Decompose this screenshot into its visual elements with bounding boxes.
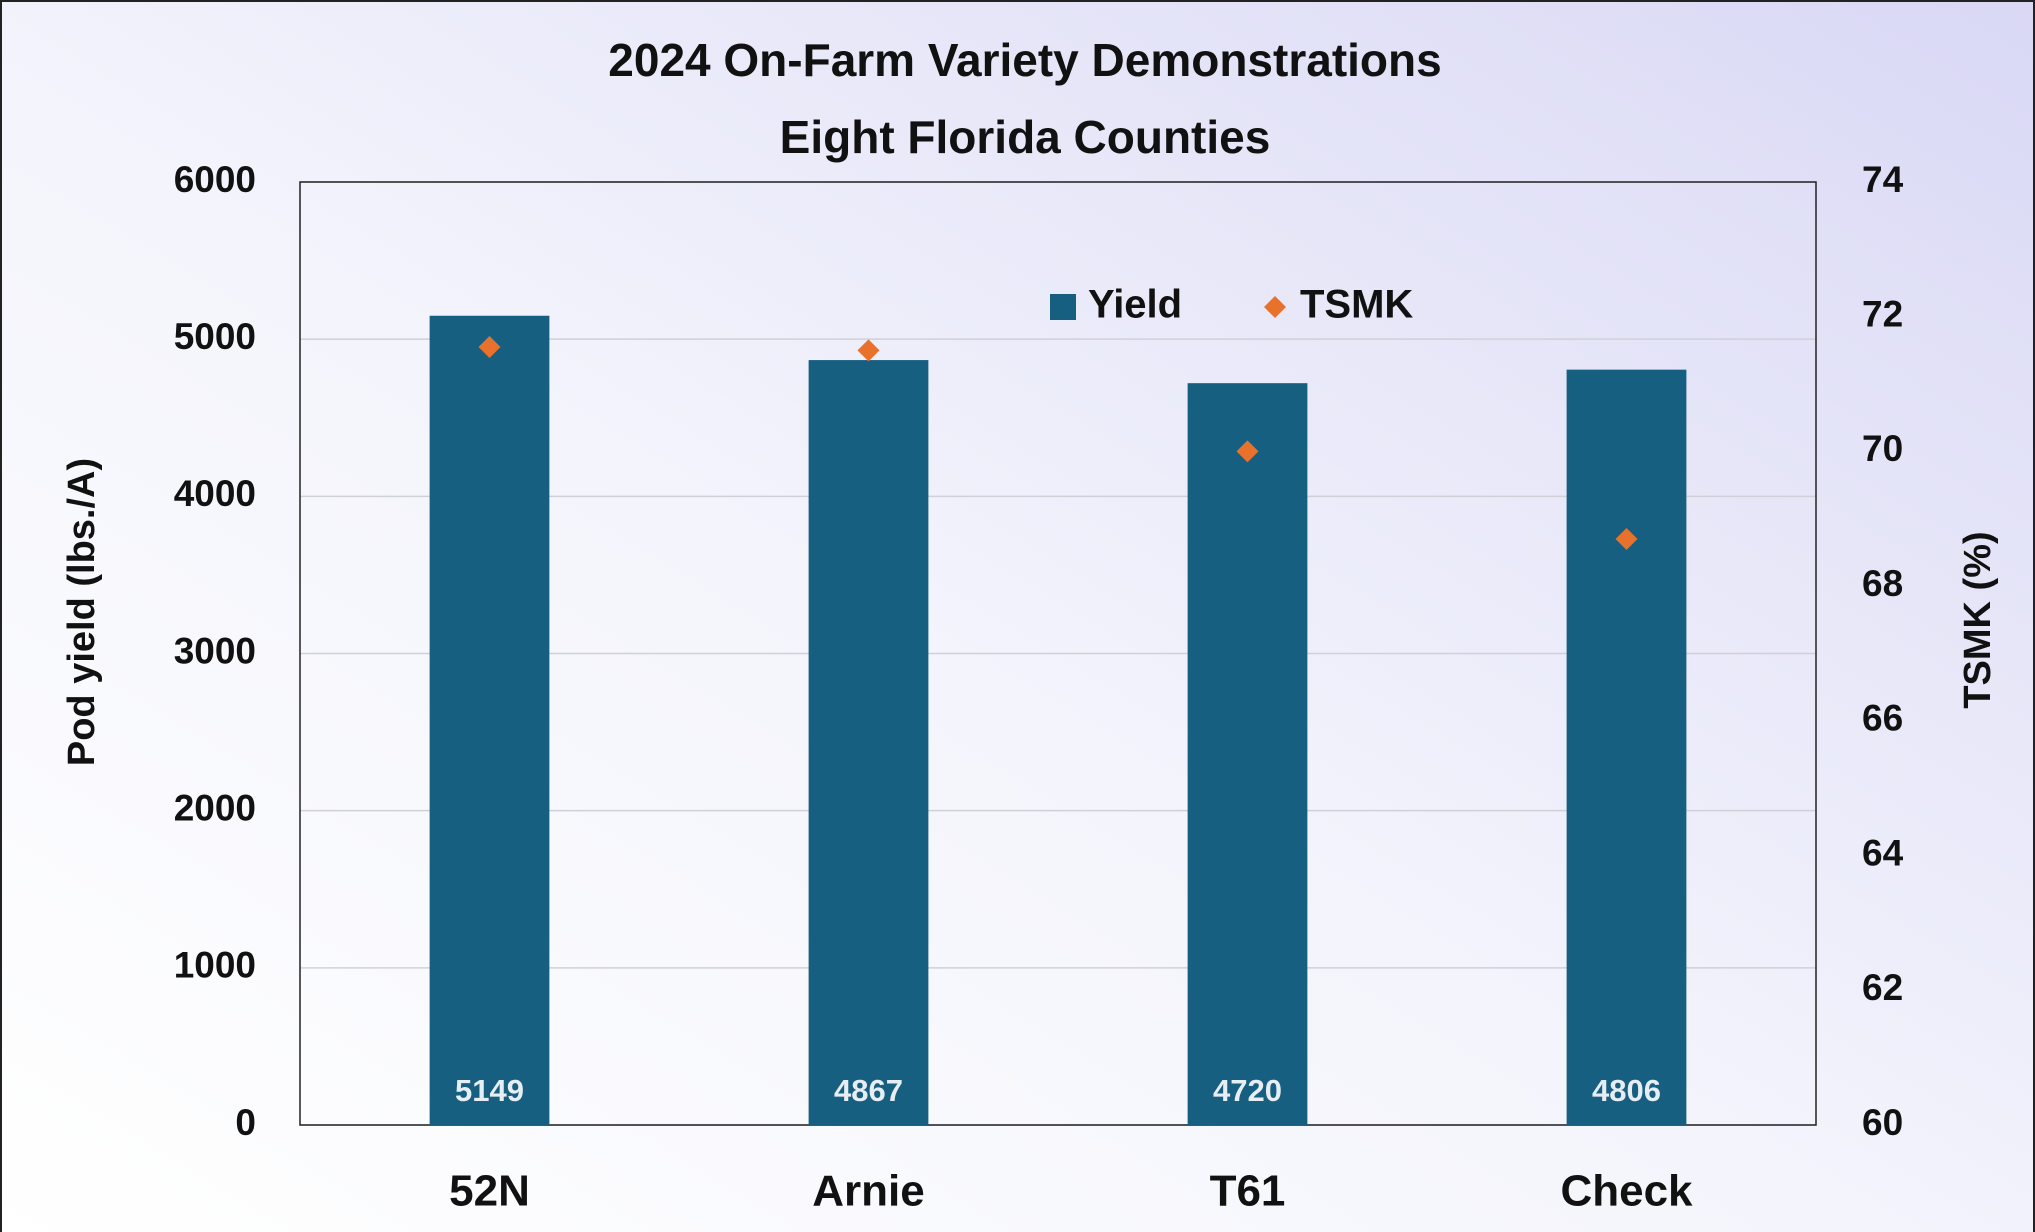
y2-tick-label: 70: [1862, 428, 1903, 469]
x-tick-label: Check: [1560, 1167, 1693, 1216]
chart-subtitle: Eight Florida Counties: [780, 111, 1271, 163]
marker: [1615, 527, 1638, 550]
legend-swatch: [1264, 296, 1286, 318]
y-tick-label: 3000: [174, 630, 256, 671]
bar: [429, 315, 550, 1125]
y-tick-label: 2000: [174, 787, 256, 828]
y-tick-label: 0: [235, 1102, 256, 1143]
y2-tick-label: 68: [1862, 563, 1903, 604]
y-tick-label: 1000: [174, 945, 256, 986]
y2-tick-label: 66: [1862, 698, 1903, 739]
x-tick-label: T61: [1210, 1167, 1286, 1216]
y2-tick-label: 62: [1862, 967, 1903, 1008]
x-tick-label: 52N: [449, 1167, 530, 1216]
y-axis-title: Pod yield (lbs./A): [61, 458, 103, 766]
y-tick-label: 6000: [174, 159, 256, 200]
y-tick-label: 4000: [174, 473, 256, 514]
plot-frame: [299, 181, 1817, 1126]
x-tick-label: Arnie: [812, 1167, 924, 1216]
value-label: 4720: [1213, 1073, 1282, 1108]
y2-tick-label: 64: [1862, 832, 1904, 873]
legend-label: TSMK: [1300, 283, 1413, 327]
marker: [478, 336, 501, 359]
y2-axis-title: TSMK (%): [1957, 531, 1999, 708]
y2-tick-label: 72: [1862, 293, 1903, 334]
bar: [1187, 383, 1308, 1125]
bar: [808, 360, 929, 1125]
y2-tick-label: 74: [1862, 159, 1904, 200]
y-tick-label: 5000: [174, 316, 256, 357]
chart-title: 2024 On-Farm Variety Demonstrations: [608, 34, 1441, 86]
legend-swatch: [1050, 294, 1076, 320]
y2-tick-label: 60: [1862, 1102, 1903, 1143]
marker: [1236, 440, 1259, 463]
bar: [1566, 369, 1687, 1126]
value-label: 4806: [1592, 1073, 1661, 1108]
legend-label: Yield: [1088, 283, 1182, 327]
value-label: 4867: [834, 1073, 903, 1108]
marker: [857, 339, 880, 362]
value-label: 5149: [455, 1073, 524, 1108]
